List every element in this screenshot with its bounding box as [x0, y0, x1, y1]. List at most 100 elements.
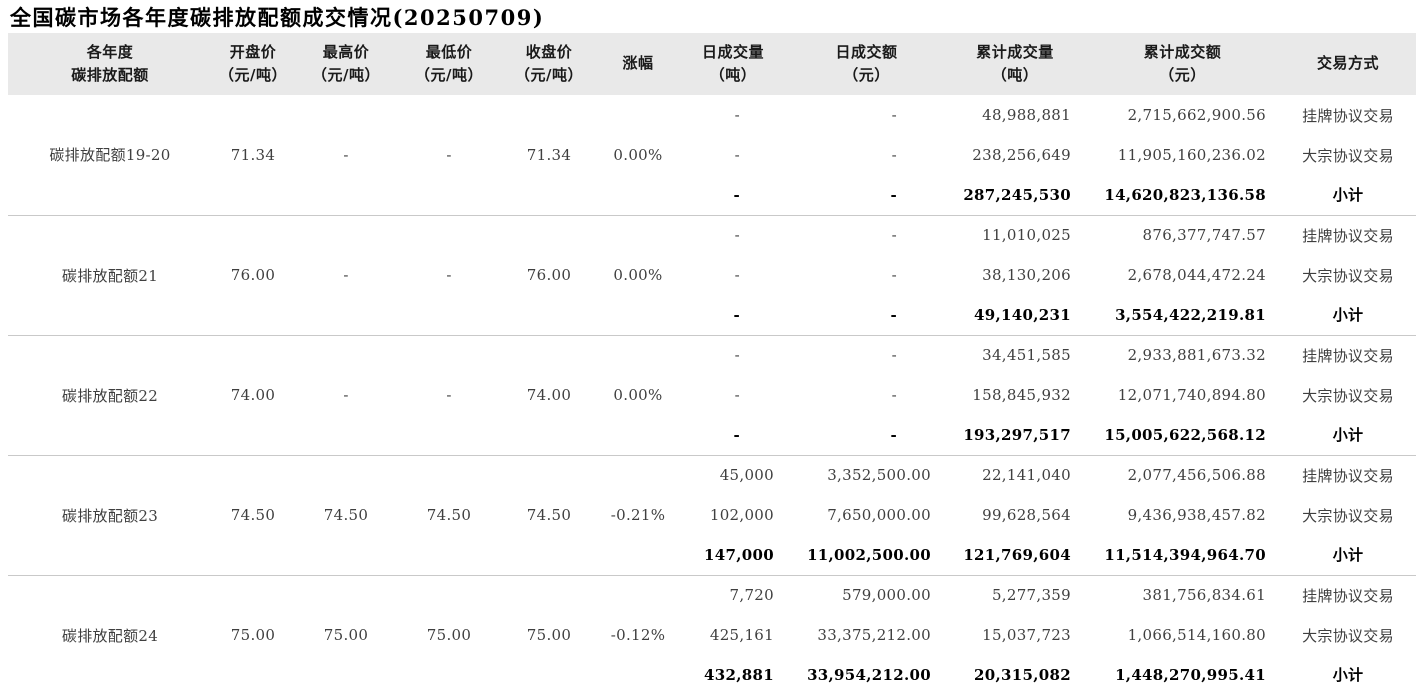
table-row: - - 238,256,649 11,905,160,236.02 大宗协议交易	[8, 135, 1416, 175]
cell-daily-volume: 425,161	[709, 626, 774, 644]
cell-daily-volume: 147,000	[704, 545, 774, 564]
cell-daily-amount: -	[891, 146, 897, 164]
header-cell-close: 收盘价 （元/吨）	[515, 42, 583, 84]
cell-daily-volume: -	[734, 346, 740, 365]
cell-close: 71.34	[526, 145, 572, 164]
cell-trade-method: 挂牌协议交易	[1302, 226, 1394, 245]
cell-cum-volume: 48,988,881	[982, 106, 1071, 124]
cell-change: 0.00%	[613, 386, 663, 404]
cell-daily-volume: 102,000	[709, 506, 774, 524]
cell-daily-volume: 45,000	[719, 466, 774, 485]
cell-cum-amount: 2,678,044,472.24	[1127, 266, 1266, 284]
table-row: - - 287,245,530 14,620,823,136.58 小计	[8, 175, 1416, 215]
cell-cum-volume: 49,140,231	[974, 305, 1071, 324]
cell-trade-method: 小计	[1332, 186, 1364, 205]
cell-trade-method: 小计	[1332, 546, 1364, 565]
cell-high: 74.50	[323, 506, 369, 524]
cell-trade-method: 挂牌协议交易	[1302, 106, 1394, 125]
cell-cum-amount: 12,071,740,894.80	[1117, 386, 1266, 404]
allowance-group: 碳排放配额23 74.50 74.50 74.50 74.50 -0.21% 45,000 3…	[8, 455, 1416, 575]
cell-cum-volume: 193,297,517	[963, 425, 1071, 444]
cell-daily-amount: -	[891, 386, 897, 404]
cell-cum-amount: 2,933,881,673.32	[1127, 346, 1266, 365]
cell-close: 76.00	[526, 266, 572, 284]
header-cell-daily_amount: 日成交额 （元）	[835, 42, 898, 84]
table-header: 各年度 碳排放配额 开盘价 （元/吨） 最高价 （元/吨） 最低价 （元/吨） 收盘价 （元/吨）…	[8, 33, 1416, 95]
allowance-group: 碳排放配额19-20 71.34 - - 71.34 0.00% - - 48,988,881 2…	[8, 95, 1416, 215]
cell-low: -	[446, 266, 452, 284]
cell-trade-method: 挂牌协议交易	[1302, 346, 1394, 365]
cell-high: -	[343, 266, 349, 284]
cell-low: -	[446, 145, 452, 164]
cell-name: 碳排放配额23	[61, 506, 159, 525]
table-row: 102,000 7,650,000.00 99,628,564 9,436,938,4…	[8, 495, 1416, 535]
cell-trade-method: 小计	[1332, 306, 1364, 325]
cell-daily-amount: -	[891, 106, 897, 124]
table-row: - - 38,130,206 2,678,044,472.24 大宗协议交易	[8, 255, 1416, 295]
cell-trade-method: 大宗协议交易	[1302, 266, 1394, 285]
header-cell-method: 交易方式	[1316, 54, 1379, 73]
cell-cum-volume: 38,130,206	[982, 266, 1071, 284]
cell-name: 碳排放配额21	[61, 266, 159, 285]
cell-daily-amount: -	[890, 305, 897, 324]
header-cell-cum_amount: 累计成交额 （元）	[1143, 42, 1222, 84]
cell-cum-volume: 158,845,932	[972, 386, 1071, 404]
trading-table: 各年度 碳排放配额 开盘价 （元/吨） 最高价 （元/吨） 最低价 （元/吨） 收盘价 （元/吨）…	[8, 33, 1416, 694]
header-cell-name: 各年度 碳排放配额	[71, 42, 149, 84]
cell-change: -0.12%	[610, 626, 666, 644]
header-cell-cum_volume: 累计成交量 （吨）	[976, 42, 1054, 84]
cell-daily-volume: -	[734, 386, 740, 404]
cell-trade-method: 大宗协议交易	[1302, 146, 1394, 165]
table-row: 碳排放配额23 74.50 74.50 74.50 74.50 -0.21% 45,000 3…	[8, 455, 1416, 524]
cell-high: -	[343, 386, 349, 404]
cell-trade-method: 挂牌协议交易	[1302, 586, 1394, 605]
cell-open: 71.34	[230, 145, 276, 164]
cell-low: 74.50	[426, 506, 472, 524]
cell-cum-amount: 876,377,747.57	[1142, 226, 1266, 245]
cell-trade-method: 大宗协议交易	[1302, 386, 1394, 405]
allowance-group: 碳排放配额24 75.00 75.00 75.00 75.00 -0.12% 7,720 57…	[8, 575, 1416, 694]
allowance-group: 碳排放配额22 74.00 - - 74.00 0.00% - - 34,451,585 2,93…	[8, 335, 1416, 455]
cell-daily-amount: -	[891, 226, 897, 245]
cell-daily-volume: -	[733, 185, 740, 204]
cell-daily-volume: 7,720	[729, 586, 774, 605]
cell-trade-method: 大宗协议交易	[1302, 626, 1394, 645]
cell-daily-amount: 3,352,500.00	[827, 466, 931, 485]
cell-trade-method: 大宗协议交易	[1302, 506, 1394, 525]
header-cell-open: 开盘价 （元/吨）	[219, 42, 287, 84]
header-cell-daily_volume: 日成交量 （吨）	[701, 42, 764, 84]
cell-cum-volume: 15,037,723	[982, 626, 1071, 644]
cell-cum-volume: 11,010,025	[982, 226, 1071, 245]
cell-cum-volume: 121,769,604	[963, 545, 1071, 564]
cell-daily-amount: -	[891, 266, 897, 284]
table-row: 碳排放配额22 74.00 - - 74.00 0.00% - - 34,451,585 2,93…	[8, 335, 1416, 404]
cell-name: 碳排放配额24	[61, 626, 159, 645]
cell-cum-amount: 11,905,160,236.02	[1117, 146, 1266, 164]
cell-cum-amount: 1,066,514,160.80	[1127, 626, 1266, 644]
cell-cum-amount: 3,554,422,219.81	[1115, 305, 1266, 324]
cell-daily-amount: 33,954,212.00	[807, 665, 931, 684]
cell-trade-method: 挂牌协议交易	[1302, 466, 1394, 485]
cell-daily-volume: -	[734, 106, 740, 124]
cell-daily-volume: -	[733, 305, 740, 324]
table-row: 425,161 33,375,212.00 15,037,723 1,066,514,…	[8, 615, 1416, 655]
table-row: 147,000 11,002,500.00 121,769,604 11,514,39…	[8, 535, 1416, 575]
cell-daily-volume: 432,881	[704, 665, 774, 684]
cell-cum-amount: 2,715,662,900.56	[1127, 106, 1266, 124]
cell-daily-amount: 579,000.00	[842, 586, 931, 605]
header-cell-low: 最低价 （元/吨）	[415, 42, 483, 84]
table-row: 碳排放配额21 76.00 - - 76.00 0.00% - - 11,010,025 876,…	[8, 215, 1416, 284]
cell-name: 碳排放配额22	[61, 386, 159, 405]
cell-cum-amount: 2,077,456,506.88	[1127, 466, 1266, 485]
cell-low: 75.00	[426, 626, 472, 644]
cell-daily-amount: -	[890, 185, 897, 204]
cell-open: 76.00	[230, 266, 276, 284]
cell-daily-amount: 33,375,212.00	[817, 626, 931, 644]
cell-daily-volume: -	[734, 146, 740, 164]
cell-daily-amount: 11,002,500.00	[807, 545, 931, 564]
cell-cum-amount: 1,448,270,995.41	[1115, 665, 1266, 684]
cell-cum-volume: 238,256,649	[972, 146, 1071, 164]
cell-trade-method: 小计	[1332, 666, 1364, 685]
cell-cum-amount: 9,436,938,457.82	[1127, 506, 1266, 524]
